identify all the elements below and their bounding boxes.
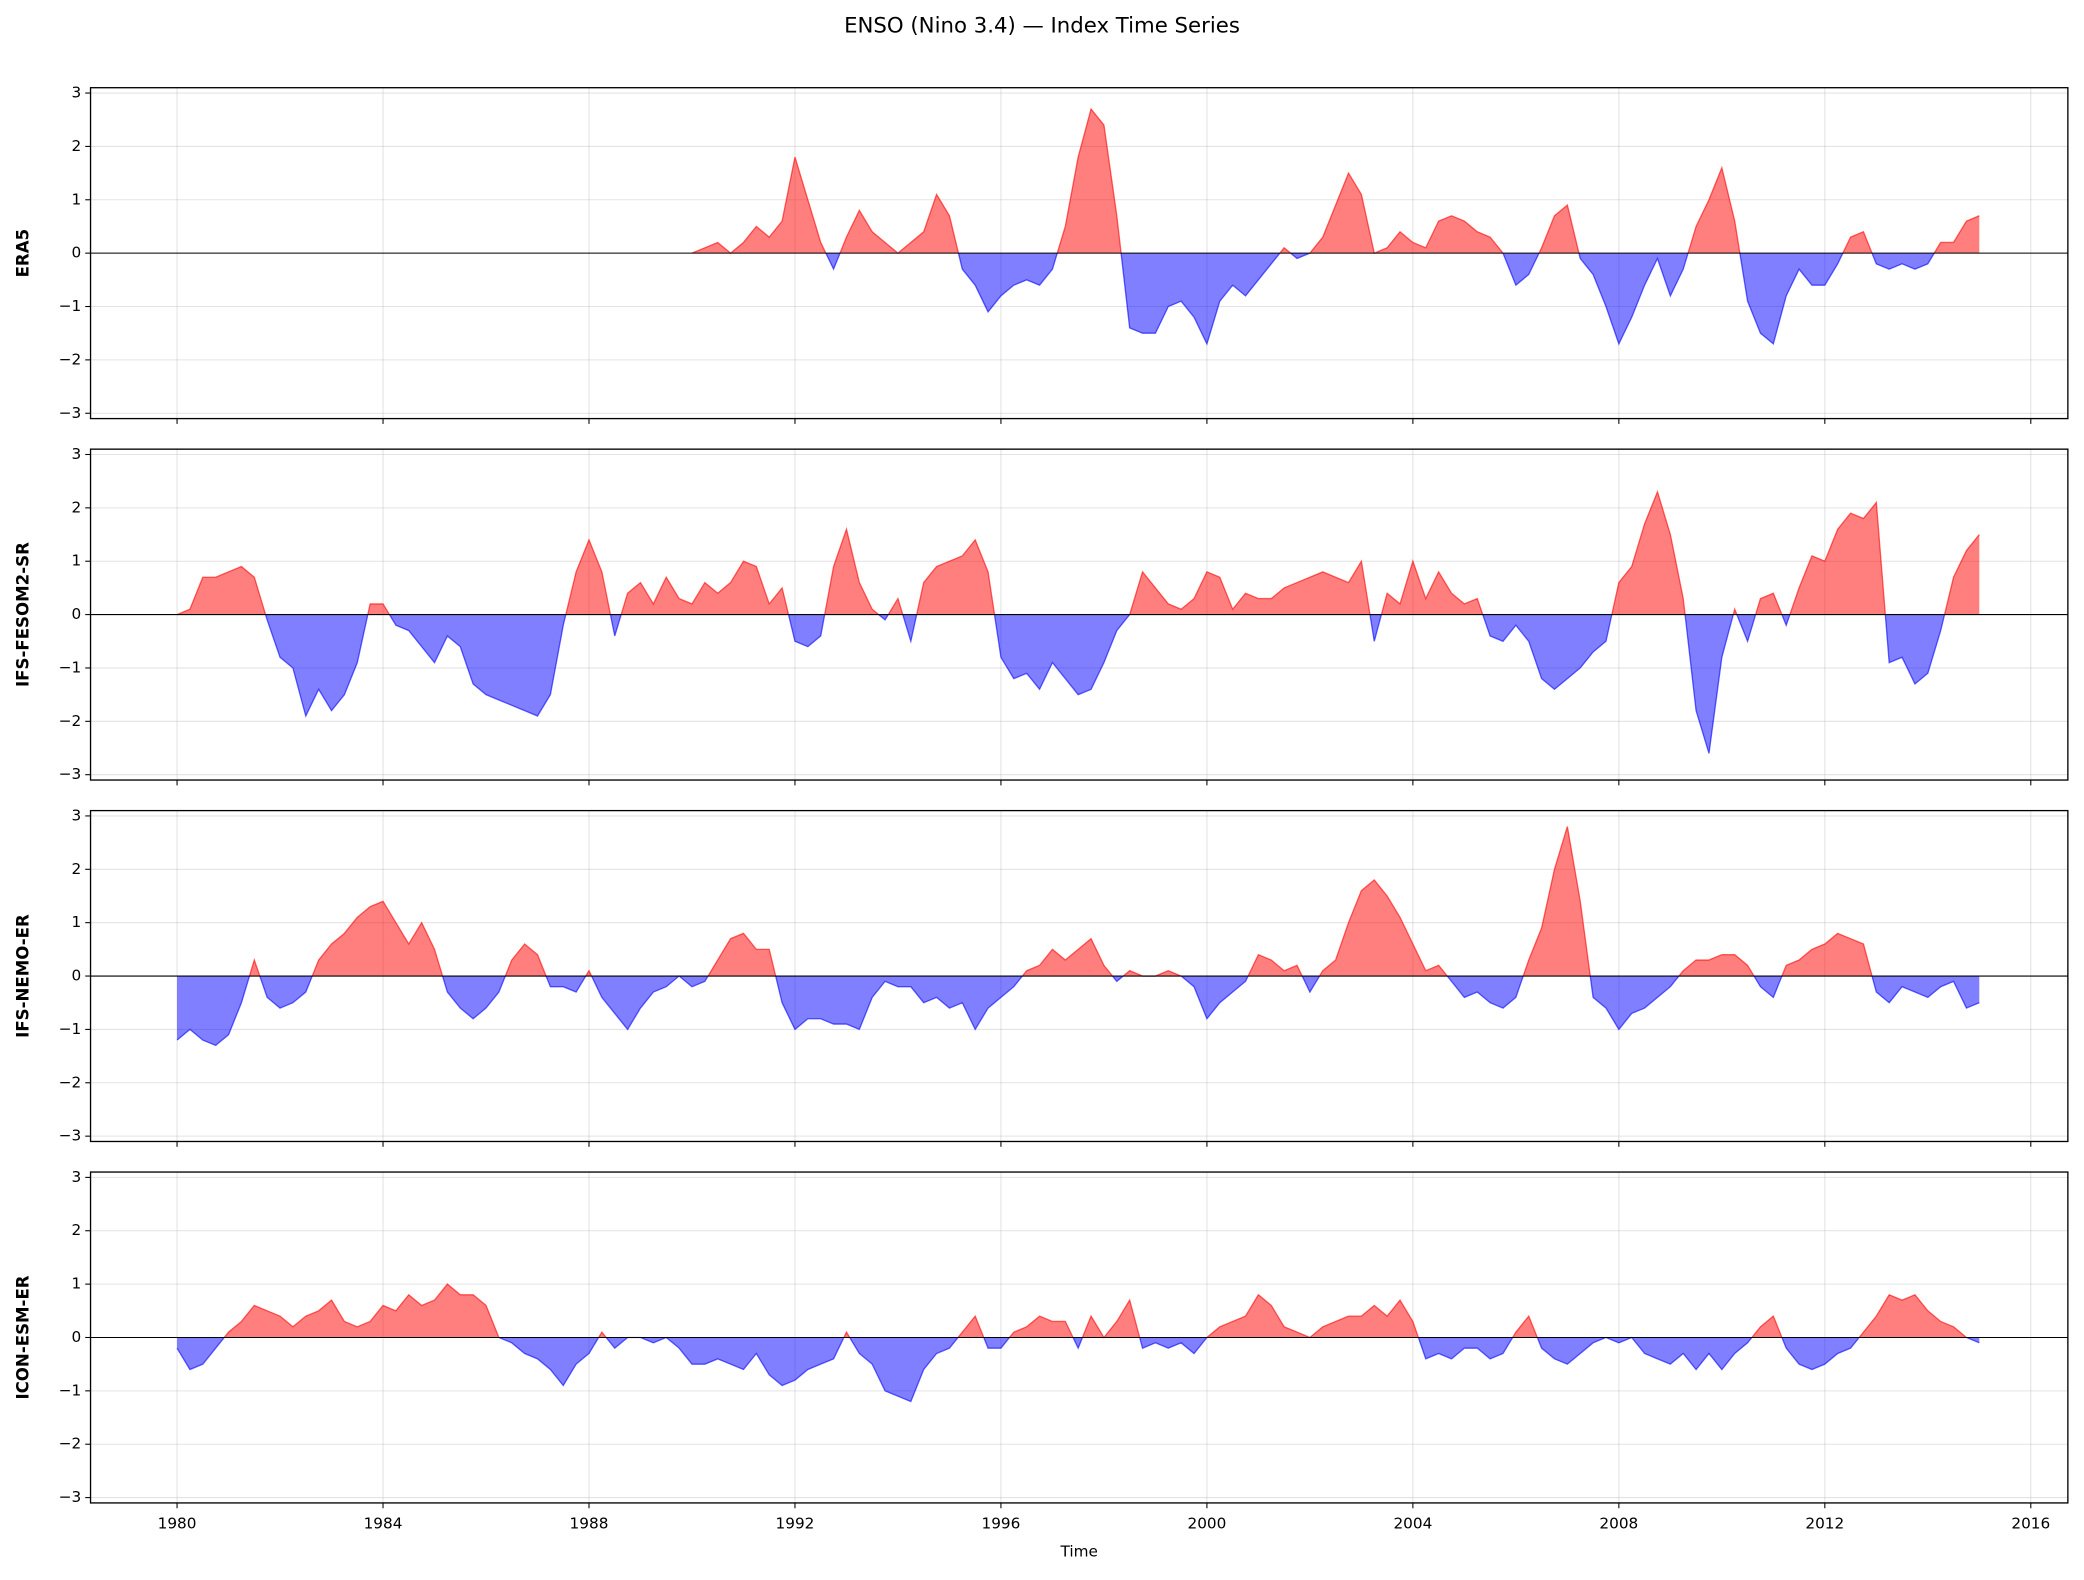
negative-area xyxy=(177,1337,1980,1402)
y-axis-label: ERA5 xyxy=(14,229,33,278)
y-tick-label: −2 xyxy=(59,1073,82,1091)
positive-area xyxy=(691,109,1980,254)
panel-frame xyxy=(89,809,2069,1143)
y-tick-label: −1 xyxy=(59,1381,82,1399)
panel-frame xyxy=(89,87,2069,420)
y-tick-label: 3 xyxy=(72,445,82,463)
y-tick-label: −3 xyxy=(59,765,82,783)
positive-area xyxy=(177,1284,1980,1338)
positive-line xyxy=(248,826,1873,977)
y-tick-label: 2 xyxy=(72,1221,82,1239)
x-axis-label: Time xyxy=(1060,1543,1098,1561)
y-tick-label: 0 xyxy=(72,1328,82,1346)
x-tick-label: 1988 xyxy=(570,1515,609,1533)
x-tick-label: 2012 xyxy=(1805,1515,1844,1533)
y-tick-label: 0 xyxy=(72,967,82,985)
negative-line xyxy=(691,253,1936,346)
y-axis-label: IFS-NEMO-ER xyxy=(14,914,33,1038)
y-tick-label: 3 xyxy=(72,84,82,102)
positive-line xyxy=(176,489,1980,615)
panel-frame xyxy=(89,1171,2069,1504)
chart-title: ENSO (Nino 3.4) — Index Time Series xyxy=(844,14,1240,39)
y-tick-label: 0 xyxy=(72,244,82,262)
y-tick-label: 1 xyxy=(72,552,82,570)
positive-area xyxy=(177,491,1980,615)
negative-area xyxy=(691,253,1980,344)
negative-line xyxy=(176,1337,1980,1403)
x-tick-label: 2008 xyxy=(1599,1515,1638,1533)
x-tick-label: 2000 xyxy=(1187,1515,1226,1533)
y-axis-label: IFS-FESOM2-SR xyxy=(14,542,33,687)
positive-area xyxy=(177,826,1980,977)
y-tick-label: −1 xyxy=(59,658,82,676)
y-tick-label: 0 xyxy=(72,605,82,623)
y-tick-label: 3 xyxy=(72,806,82,824)
y-tick-label: −1 xyxy=(59,297,82,315)
y-tick-label: 3 xyxy=(72,1168,82,1186)
y-tick-label: −3 xyxy=(59,404,82,422)
y-tick-label: 1 xyxy=(72,190,82,208)
x-tick-label: 2004 xyxy=(1393,1515,1432,1533)
positive-line xyxy=(691,107,1980,254)
x-tick-label: 2016 xyxy=(2011,1515,2050,1533)
y-tick-label: 2 xyxy=(72,860,82,878)
positive-line xyxy=(223,1283,1969,1338)
x-tick-label: 1996 xyxy=(982,1515,1021,1533)
y-tick-label: 1 xyxy=(72,913,82,931)
negative-area xyxy=(177,614,1980,754)
negative-line xyxy=(177,614,1946,754)
negative-line xyxy=(176,976,1980,1047)
y-tick-label: −2 xyxy=(59,1435,82,1453)
negative-area xyxy=(177,976,1980,1046)
panel-frame xyxy=(89,448,2069,781)
y-tick-label: 1 xyxy=(72,1275,82,1293)
y-tick-label: −1 xyxy=(59,1020,82,1038)
y-tick-label: −3 xyxy=(59,1127,82,1145)
y-tick-label: −2 xyxy=(59,350,82,368)
y-tick-label: −3 xyxy=(59,1488,82,1506)
y-axis-label: ICON-ESM-ER xyxy=(14,1275,33,1399)
x-tick-label: 1980 xyxy=(158,1515,197,1533)
y-tick-label: 2 xyxy=(72,137,82,155)
y-tick-label: −2 xyxy=(59,712,82,730)
x-tick-label: 1992 xyxy=(776,1515,815,1533)
y-tick-label: 2 xyxy=(72,498,82,516)
x-tick-label: 1984 xyxy=(364,1515,403,1533)
